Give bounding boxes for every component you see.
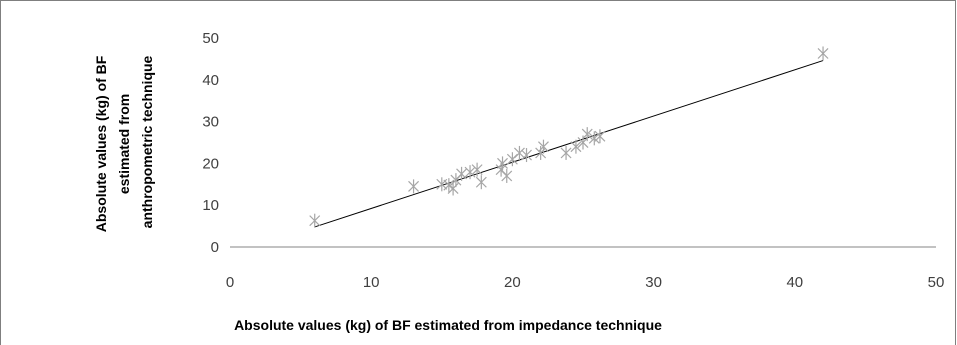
data-point: [817, 46, 829, 61]
trendline: [314, 60, 824, 228]
y-axis-title: Absolute values (kg) of BF estimated fro…: [93, 52, 155, 232]
y-tick-label: 20: [202, 155, 219, 172]
data-point: [570, 139, 582, 154]
data-point: [594, 129, 606, 144]
data-point: [501, 168, 513, 183]
data-point: [513, 145, 525, 160]
data-point: [588, 131, 600, 146]
y-tick-label: 0: [211, 239, 219, 256]
y-axis-title-line-3: anthropometric technique: [139, 55, 155, 228]
data-point: [464, 165, 476, 180]
data-point: [309, 213, 321, 228]
y-tick-label: 10: [202, 197, 219, 214]
y-tick-label: 40: [202, 72, 219, 89]
data-points: [309, 46, 829, 228]
y-axis-title-line-1: Absolute values (kg) of BF: [93, 55, 109, 232]
x-tick-labels: 0 10 20 30 40 50: [226, 274, 945, 291]
x-tick-label: 20: [504, 274, 521, 291]
x-tick-label: 50: [928, 274, 945, 291]
data-point: [521, 148, 532, 163]
x-tick-label: 0: [226, 274, 234, 291]
data-point: [537, 139, 549, 154]
y-tick-labels: 0 10 20 30 40 50: [202, 30, 219, 256]
data-point: [475, 175, 487, 190]
data-point: [581, 127, 593, 142]
data-point: [456, 166, 468, 181]
y-tick-label: 30: [202, 114, 219, 131]
x-tick-label: 40: [786, 274, 803, 291]
data-point: [443, 178, 455, 193]
y-axis-title-line-2: estimated from: [116, 94, 132, 194]
data-point: [497, 156, 508, 171]
data-point: [408, 179, 420, 194]
data-point: [560, 145, 572, 160]
x-tick-label: 10: [363, 274, 380, 291]
y-tick-label: 50: [202, 30, 219, 47]
x-tick-label: 30: [645, 274, 662, 291]
data-point: [471, 162, 483, 177]
x-axis-title: Absolute values (kg) of BF estimated fro…: [234, 317, 662, 333]
